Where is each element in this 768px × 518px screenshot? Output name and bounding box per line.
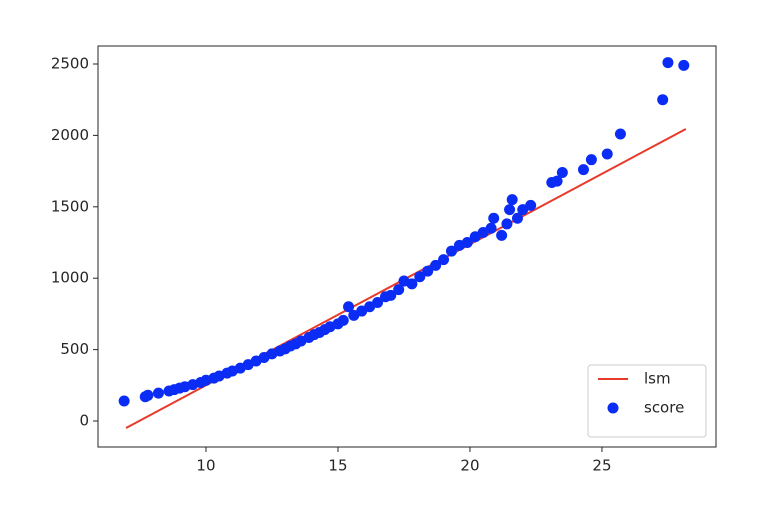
point	[152, 387, 164, 399]
point	[488, 212, 500, 224]
point	[585, 154, 597, 166]
point	[337, 314, 349, 326]
point	[414, 271, 426, 283]
point	[614, 128, 626, 140]
point	[118, 395, 130, 407]
point	[393, 284, 405, 296]
point	[461, 237, 473, 249]
point	[525, 199, 537, 211]
point	[430, 259, 442, 271]
x-tick-label: 20	[460, 457, 479, 475]
point	[142, 389, 154, 401]
point	[551, 175, 563, 187]
point	[601, 148, 613, 160]
legend-swatch	[607, 402, 619, 414]
x-tick-label: 10	[196, 457, 215, 475]
point	[678, 59, 690, 71]
point	[504, 204, 516, 216]
y-tick-label: 0	[79, 412, 89, 430]
y-tick-label: 2000	[51, 126, 89, 144]
point	[496, 229, 508, 241]
y-tick-label: 1000	[51, 269, 89, 287]
point	[657, 94, 669, 106]
x-tick-label: 15	[328, 457, 347, 475]
point	[372, 296, 384, 308]
y-tick-label: 2500	[51, 54, 89, 72]
point	[445, 245, 457, 257]
legend-box	[587, 364, 707, 438]
x-tick-label: 25	[592, 457, 611, 475]
legend-label: lsm	[644, 370, 671, 388]
plot-frame	[97, 45, 717, 448]
point	[438, 254, 450, 266]
point	[385, 289, 397, 301]
point	[501, 218, 513, 230]
point	[406, 278, 418, 290]
y-tick-label: 500	[60, 340, 89, 358]
point	[422, 265, 434, 277]
legend-label: score	[644, 399, 684, 417]
y-tick-label: 1500	[51, 197, 89, 215]
point	[343, 301, 355, 313]
point	[511, 212, 523, 224]
point	[485, 222, 497, 234]
point	[662, 57, 674, 69]
point	[577, 164, 589, 176]
point	[506, 194, 518, 206]
point	[556, 167, 568, 179]
